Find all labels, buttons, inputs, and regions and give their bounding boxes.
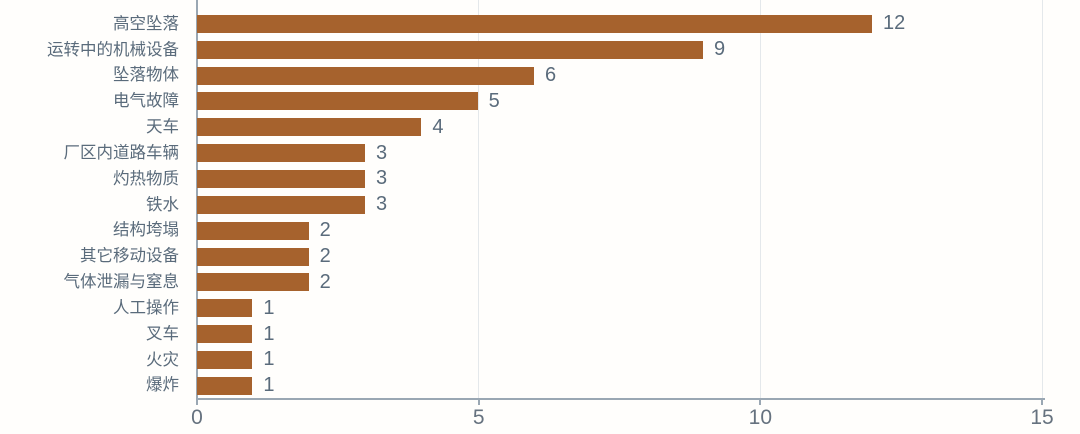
category-label: 火灾 <box>146 350 179 369</box>
category-label: 人工操作 <box>113 298 179 317</box>
value-label: 3 <box>376 141 388 164</box>
bar <box>197 118 422 137</box>
x-axis-line <box>196 398 1045 400</box>
category-label: 坠落物体 <box>113 66 179 85</box>
value-label: 2 <box>319 270 331 293</box>
x-tick-mark-10 <box>759 398 762 405</box>
bar-row: 气体泄漏与窒息 2 <box>0 269 1080 295</box>
gridline-x-15 <box>1041 0 1043 398</box>
value-label: 6 <box>545 64 557 87</box>
bar <box>197 325 253 344</box>
gridline-x-10 <box>759 0 761 398</box>
bar <box>197 14 872 33</box>
bar-row: 人工操作 1 <box>0 295 1080 321</box>
x-tick-label-0: 0 <box>191 406 203 429</box>
category-label: 运转中的机械设备 <box>47 40 179 59</box>
bar-row: 灼热物质 3 <box>0 166 1080 192</box>
bar <box>197 247 309 266</box>
value-label: 12 <box>883 12 906 35</box>
category-label: 高空坠落 <box>113 14 179 33</box>
category-label: 叉车 <box>146 324 179 343</box>
category-label: 电气故障 <box>113 92 179 111</box>
category-label: 天车 <box>146 118 179 137</box>
bar-row: 坠落物体 6 <box>0 63 1080 89</box>
value-label: 9 <box>714 38 726 61</box>
x-tick-label-15: 15 <box>1030 406 1054 429</box>
bar-row: 铁水 3 <box>0 192 1080 218</box>
category-label: 厂区内道路车辆 <box>63 143 180 162</box>
value-label: 2 <box>319 219 331 242</box>
value-label: 1 <box>263 348 275 371</box>
bar-row: 天车 4 <box>0 114 1080 140</box>
gridline-x-5 <box>478 0 480 398</box>
bar-row: 高空坠落 12 <box>0 11 1080 37</box>
category-label: 其它移动设备 <box>80 247 179 266</box>
bar <box>197 376 253 395</box>
x-tick-mark-15 <box>1041 398 1043 405</box>
bar <box>197 40 703 59</box>
category-label: 铁水 <box>146 195 179 214</box>
value-label: 3 <box>376 193 388 216</box>
bar-row: 火灾 1 <box>0 347 1080 373</box>
bar-rows: 高空坠落 12 运转中的机械设备 9 坠落物体 6 电气故障 5 天车 4 厂区内道路车辆 3 灼热物质… <box>0 11 1080 399</box>
x-tick-mark-5 <box>477 398 480 405</box>
value-label: 3 <box>376 167 388 190</box>
bar <box>197 299 253 318</box>
bar-row: 结构垮塌 2 <box>0 218 1080 244</box>
bar <box>197 169 365 188</box>
bar-row: 其它移动设备 2 <box>0 244 1080 270</box>
value-label: 1 <box>263 296 275 319</box>
bar-row: 电气故障 5 <box>0 89 1080 115</box>
value-label: 2 <box>319 245 331 268</box>
x-tick-label-10: 10 <box>748 406 772 429</box>
value-label: 1 <box>263 322 275 345</box>
bar-row: 爆炸 1 <box>0 373 1080 399</box>
bar-row: 厂区内道路车辆 3 <box>0 140 1080 166</box>
value-label: 1 <box>263 374 275 397</box>
value-label: 4 <box>432 115 444 138</box>
category-label: 灼热物质 <box>113 169 179 188</box>
bar <box>197 144 365 163</box>
bar <box>197 66 534 85</box>
bar <box>197 350 253 369</box>
x-tick-label-5: 5 <box>472 406 485 429</box>
bar <box>197 273 309 292</box>
value-label: 5 <box>488 89 500 112</box>
bar-row: 运转中的机械设备 9 <box>0 37 1080 63</box>
bar <box>197 221 309 240</box>
category-label: 气体泄漏与窒息 <box>63 273 180 292</box>
bar <box>197 92 478 111</box>
bar <box>197 195 365 214</box>
bar-row: 叉车 1 <box>0 321 1080 347</box>
category-label: 结构垮塌 <box>113 221 179 240</box>
category-label: 爆炸 <box>146 376 179 395</box>
